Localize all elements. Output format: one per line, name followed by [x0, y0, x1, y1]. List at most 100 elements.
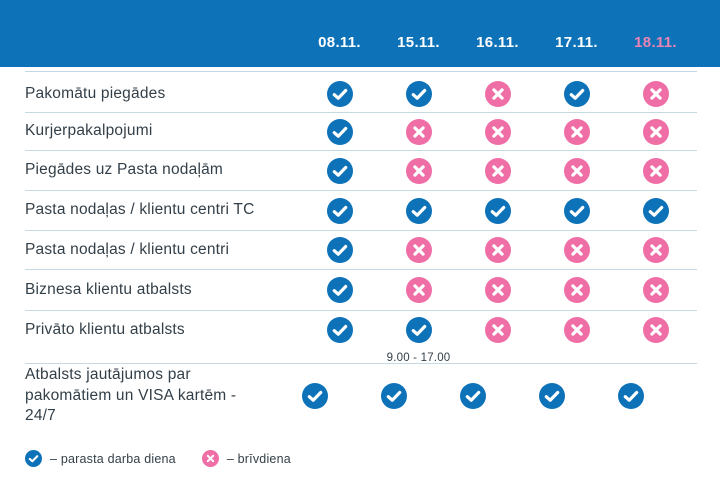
cross-icon [201, 450, 219, 467]
mark-cell [537, 81, 616, 107]
date-columns: 08.11. 15.11. 16.11. 17.11. 18.11. [300, 34, 695, 51]
check-icon [326, 317, 353, 343]
cross-icon [642, 157, 669, 184]
date-column-header: 18.11. [634, 33, 677, 51]
cross-icon [563, 237, 590, 263]
cross-icon [642, 81, 669, 107]
mark-cell [591, 383, 670, 409]
mark-cell [616, 237, 695, 263]
mark-cell [379, 118, 458, 145]
date-column-header: 15.11. [397, 33, 440, 51]
mark-cell [275, 383, 354, 409]
date-column-header: 08.11. [318, 33, 361, 51]
mark-cell [616, 157, 695, 184]
cross-icon [642, 118, 669, 145]
cross-icon [405, 118, 432, 145]
check-icon [563, 197, 590, 224]
legend-label: – parasta darba diena [50, 451, 176, 466]
date-column-header: 17.11. [555, 33, 598, 51]
check-icon [459, 383, 486, 409]
check-icon [563, 81, 590, 107]
mark-cell [300, 157, 379, 184]
cross-icon [405, 157, 432, 184]
mark-cell [300, 197, 379, 224]
mark-cell [300, 317, 379, 343]
mark-cell [433, 383, 512, 409]
table-row: Pasta nodaļas / klientu centri [25, 231, 697, 270]
cross-icon [563, 277, 590, 303]
check-icon [326, 157, 353, 184]
check-icon [326, 118, 353, 145]
table-row: Pasta nodaļas / klientu centri TC [25, 191, 697, 231]
date-header-bar: 08.11. 15.11. 16.11. 17.11. 18.11. [0, 0, 720, 67]
mark-cell [379, 317, 458, 343]
mark-cell [379, 277, 458, 303]
check-icon [405, 317, 432, 343]
cross-icon [563, 118, 590, 145]
check-icon [326, 237, 353, 263]
mark-cell [616, 277, 695, 303]
table-row: Pakomātu piegādes [25, 72, 697, 113]
mark-cell [379, 197, 458, 224]
check-icon [326, 197, 353, 224]
mark-cell [616, 197, 695, 224]
mark-cell [379, 237, 458, 263]
cross-icon [405, 277, 432, 303]
legend-label: – brīvdiena [226, 451, 291, 466]
mark-cell [379, 81, 458, 107]
mark-cell [458, 237, 537, 263]
table-row: Privāto klientu atbalsts 9.00 - 17.00 [25, 311, 697, 364]
row-label: Pasta nodaļas / klientu centri TC [25, 201, 255, 219]
legend-item: – brīvdiena [201, 450, 291, 467]
mark-cell [616, 81, 695, 107]
mark-cell [537, 197, 616, 224]
check-icon [617, 383, 644, 409]
table-row: Kurjerpakalpojumi [25, 113, 697, 151]
check-icon [405, 81, 432, 107]
row-label: Biznesa klientu atbalsts [25, 280, 192, 298]
table-row: Biznesa klientu atbalsts [25, 270, 697, 311]
mark-cell [458, 317, 537, 343]
check-icon [301, 383, 328, 409]
cross-icon [484, 277, 511, 303]
row-label: Atbalsts jautājumos par pakomātiem un VI… [25, 366, 237, 425]
check-icon [326, 277, 353, 303]
cross-icon [484, 237, 511, 263]
mark-cell [537, 237, 616, 263]
header-divider [25, 71, 697, 72]
cross-icon [563, 157, 590, 184]
row-label: Pasta nodaļas / klientu centri [25, 240, 230, 258]
cross-icon [484, 157, 511, 184]
mark-cell [537, 157, 616, 184]
cross-icon [642, 317, 669, 343]
check-icon [326, 81, 353, 107]
row-label: Kurjerpakalpojumi [25, 122, 153, 140]
mark-cell [458, 197, 537, 224]
schedule-table: Pakomātu piegādes Kurjerpakalpojumi Piegād… [0, 72, 720, 428]
mark-cell [300, 237, 379, 263]
date-column-header: 16.11. [476, 33, 519, 51]
cross-icon [563, 317, 590, 343]
row-label: Piegādes uz Pasta nodaļām [25, 161, 224, 179]
check-icon [642, 197, 669, 224]
mark-cell [537, 118, 616, 145]
mark-cell [354, 383, 433, 409]
table-row: Atbalsts jautājumos par pakomātiem un VI… [25, 364, 697, 428]
cross-icon [642, 277, 669, 303]
mark-cell [512, 383, 591, 409]
legend: – parasta darba diena – brīvdiena [25, 450, 291, 467]
check-icon [538, 383, 565, 409]
mark-cell [616, 317, 695, 343]
cross-icon [484, 118, 511, 145]
legend-item: – parasta darba diena [25, 450, 176, 467]
mark-cell [537, 277, 616, 303]
mark-cell [458, 81, 537, 107]
check-icon [405, 197, 432, 224]
cross-icon [642, 237, 669, 263]
mark-cell [458, 118, 537, 145]
check-icon [25, 450, 42, 467]
mark-cell [458, 157, 537, 184]
mark-cell [300, 277, 379, 303]
mark-cell [616, 118, 695, 145]
